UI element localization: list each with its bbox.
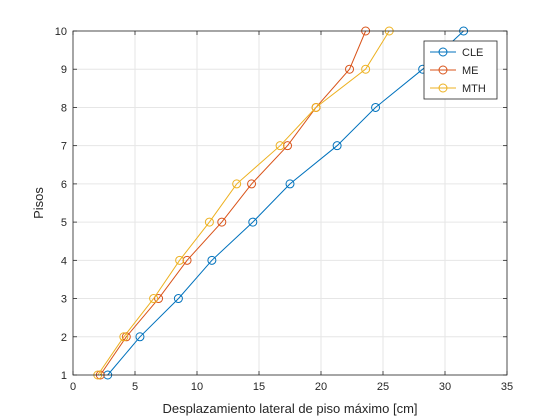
legend-label: MTH — [462, 83, 486, 95]
data-point-cle — [173, 294, 183, 304]
y-tick-label: 2 — [61, 332, 67, 344]
data-point-mth — [361, 64, 371, 74]
y-tick-label: 1 — [61, 370, 67, 382]
y-tick-label: 3 — [61, 294, 67, 306]
legend-marker — [438, 65, 448, 75]
data-point-cle — [371, 102, 381, 112]
x-tick-label: 10 — [191, 381, 203, 393]
axes: 0 5 10 15 20 25 30 35 1 2 3 4 5 6 7 8 9 10 — [55, 26, 513, 393]
series-line-mth — [97, 30, 390, 376]
data-point-me — [154, 294, 164, 304]
data-point-cle — [332, 141, 342, 151]
legend-marker — [438, 83, 448, 93]
x-tick-label: 35 — [501, 381, 513, 393]
legend-label: CLE — [462, 47, 483, 59]
series-layer — [93, 26, 469, 380]
data-point-cle — [135, 332, 145, 342]
data-point-me — [283, 141, 293, 151]
x-tick-label: 5 — [132, 381, 138, 393]
x-tick-label: 20 — [315, 381, 327, 393]
data-point-cle — [207, 255, 217, 265]
y-tick-label: 9 — [61, 64, 67, 76]
y-axis-title: Pisos — [31, 187, 46, 219]
x-tick-label: 30 — [439, 381, 451, 393]
y-tick-label: 7 — [61, 141, 67, 153]
data-point-mth — [311, 102, 321, 112]
y-tick-label: 8 — [61, 102, 67, 114]
data-point-cle — [285, 179, 295, 189]
legend-marker — [438, 47, 448, 57]
x-tick-label: 0 — [70, 381, 76, 393]
legend: CLE ME MTH — [423, 40, 498, 100]
data-point-me — [217, 217, 227, 227]
data-point-mth — [149, 294, 159, 304]
y-tick-label: 4 — [61, 255, 67, 267]
data-point-me — [345, 64, 355, 74]
series-line-cle — [107, 30, 464, 376]
plot-frame — [72, 30, 508, 376]
data-point-me — [182, 255, 192, 265]
x-axis-title: Desplazamiento lateral de piso máximo [c… — [162, 401, 417, 416]
series-line-me — [99, 30, 367, 376]
y-tick-label: 6 — [61, 179, 67, 191]
data-point-cle — [248, 217, 258, 227]
data-point-mth — [275, 141, 285, 151]
x-tick-label: 15 — [253, 381, 265, 393]
data-point-mth — [175, 255, 185, 265]
x-tick-label: 25 — [377, 381, 389, 393]
data-point-mth — [119, 332, 129, 342]
legend-label: ME — [462, 65, 479, 77]
data-point-me — [247, 179, 257, 189]
data-point-mth — [232, 179, 242, 189]
data-point-mth — [204, 217, 214, 227]
y-tick-label: 10 — [55, 26, 67, 38]
y-tick-label: 5 — [61, 217, 67, 229]
